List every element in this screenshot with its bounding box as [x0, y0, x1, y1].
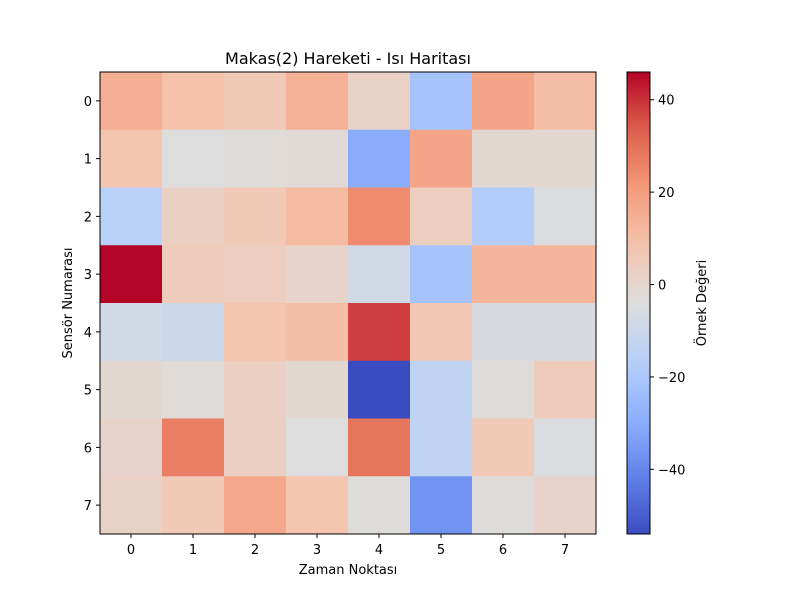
heatmap-cell	[162, 418, 225, 477]
heatmap-cell	[286, 476, 349, 535]
heatmap-cell	[472, 129, 535, 188]
y-tick-label: 2	[84, 210, 92, 225]
heatmap-cell	[472, 303, 535, 362]
heatmap-cell	[100, 187, 163, 246]
y-tick-label: 0	[84, 95, 92, 110]
heatmap-cell	[410, 303, 473, 362]
heatmap-cell	[410, 418, 473, 477]
colorbar-tick-label: 0	[658, 279, 666, 294]
y-tick-label: 7	[84, 499, 92, 514]
x-tick-label: 5	[437, 543, 445, 558]
heatmap-cell	[100, 476, 163, 535]
heatmap-cell	[472, 187, 535, 246]
x-axis-ticks: 0 1 2 3 4 5 6 7	[127, 534, 569, 558]
x-tick-label: 4	[375, 543, 383, 558]
colorbar-ticks: 40 20 0 −20 −40	[650, 94, 685, 478]
heatmap-cell	[410, 476, 473, 535]
x-axis-label: Zaman Noktası	[299, 563, 398, 578]
heatmap-cell	[100, 360, 163, 419]
heatmap-cell	[410, 129, 473, 188]
heatmap-cell	[534, 303, 597, 362]
heatmap-cell	[162, 129, 225, 188]
heatmap-cell	[224, 187, 287, 246]
colorbar-tick-label: 20	[658, 186, 675, 201]
heatmap-cell	[286, 360, 349, 419]
heatmap-cell	[348, 72, 411, 131]
heatmap-cell	[348, 418, 411, 477]
heatmap-cell	[410, 245, 473, 304]
heatmap-cell	[534, 360, 597, 419]
colorbar	[626, 71, 651, 535]
chart-title: Makas(2) Hareketi - Isı Haritası	[225, 49, 471, 68]
heatmap-cell	[162, 476, 225, 535]
y-axis-label: Sensör Numarası	[61, 248, 76, 359]
heatmap-cell	[224, 303, 287, 362]
heatmap-cell	[100, 418, 163, 477]
heatmap-cell	[224, 129, 287, 188]
heatmap-cell	[410, 72, 473, 131]
heatmap-cell	[162, 245, 225, 304]
x-tick-label: 0	[127, 543, 135, 558]
heatmap-cell	[472, 72, 535, 131]
heatmap-cell	[534, 245, 597, 304]
heatmap-cell	[472, 245, 535, 304]
colorbar-tick-label: −40	[658, 463, 685, 478]
colorbar-tick-label: 40	[658, 94, 675, 109]
heatmap-cell	[100, 303, 163, 362]
heatmap-cell	[472, 418, 535, 477]
heatmap-cell	[348, 476, 411, 535]
heatmap-cell	[286, 187, 349, 246]
x-tick-label: 2	[251, 543, 259, 558]
heatmap-cell	[286, 303, 349, 362]
heatmap-cell	[224, 360, 287, 419]
heatmap-cell	[410, 360, 473, 419]
x-tick-label: 7	[561, 543, 569, 558]
heatmap-cell	[162, 72, 225, 131]
heatmap-cell	[534, 72, 597, 131]
heatmap-cell	[100, 72, 163, 131]
heatmap-cell	[162, 303, 225, 362]
heatmap-cells	[100, 72, 597, 535]
colorbar-label: Örnek Değeri	[693, 260, 710, 346]
heatmap-cell	[348, 129, 411, 188]
heatmap-cell	[224, 245, 287, 304]
heatmap-cell	[348, 303, 411, 362]
y-tick-label: 3	[84, 268, 92, 283]
heatmap-cell	[348, 245, 411, 304]
heatmap-cell	[534, 129, 597, 188]
y-tick-label: 5	[84, 384, 92, 399]
plot-frame	[99, 71, 597, 535]
heatmap-cell	[286, 418, 349, 477]
heatmap-cell	[534, 418, 597, 477]
heatmap-cell	[534, 187, 597, 246]
heatmap-cell	[472, 476, 535, 535]
heatmap-cell	[224, 72, 287, 131]
x-tick-label: 3	[313, 543, 321, 558]
heatmap-cell	[348, 360, 411, 419]
heatmap-cell	[162, 360, 225, 419]
heatmap-cell	[100, 245, 163, 304]
heatmap-cell	[534, 476, 597, 535]
colorbar-tick-label: −20	[658, 371, 685, 386]
heatmap-cell	[410, 187, 473, 246]
y-tick-label: 4	[84, 326, 92, 341]
heatmap-cell	[472, 360, 535, 419]
heatmap-cell	[100, 129, 163, 188]
heatmap-cell	[224, 418, 287, 477]
x-tick-label: 1	[189, 543, 197, 558]
y-tick-label: 1	[84, 153, 92, 168]
x-tick-label: 6	[499, 543, 507, 558]
heatmap-cell	[224, 476, 287, 535]
heatmap-cell	[162, 187, 225, 246]
y-tick-label: 6	[84, 441, 92, 456]
heatmap-cell	[286, 245, 349, 304]
heatmap-cell	[348, 187, 411, 246]
heatmap-cell	[286, 129, 349, 188]
y-axis-ticks: 0 1 2 3 4 5 6 7	[84, 95, 100, 514]
heatmap-cell	[286, 72, 349, 131]
